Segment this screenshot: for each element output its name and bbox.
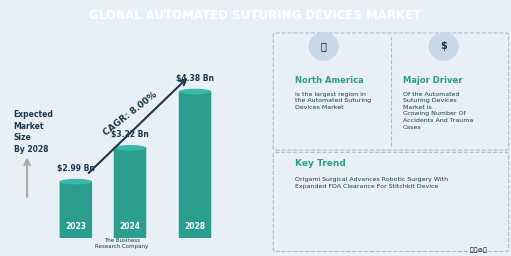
Text: Key Trend: Key Trend [295,159,345,168]
Text: CAGR: 8.00%: CAGR: 8.00% [101,90,158,138]
Text: 2024: 2024 [120,222,141,231]
Text: $: $ [440,41,447,51]
Text: 🌎: 🌎 [321,41,327,51]
Ellipse shape [114,145,146,151]
Text: Expected
Market
Size
By 2028: Expected Market Size By 2028 [14,110,54,154]
Text: $3.22 Bn: $3.22 Bn [111,130,149,139]
Text: 2023: 2023 [65,222,86,231]
Ellipse shape [179,89,211,94]
Text: Major Driver: Major Driver [403,76,462,85]
Circle shape [429,33,458,60]
Text: 2028: 2028 [184,222,205,231]
Circle shape [309,33,338,60]
FancyBboxPatch shape [60,182,92,238]
FancyBboxPatch shape [114,148,146,238]
FancyBboxPatch shape [179,92,211,238]
Text: is the largest region in
the Automated Suturing
Devices Market: is the largest region in the Automated S… [295,92,371,110]
Text: The Business
Research Company: The Business Research Company [95,238,149,249]
Text: 🔵🔗⚙️🔴: 🔵🔗⚙️🔴 [470,247,487,253]
Text: Of the Automated
Suturing Devices
Market is
Growing Number Of
Accidents And Trau: Of the Automated Suturing Devices Market… [403,92,473,130]
Text: $2.99 Bn: $2.99 Bn [57,164,95,173]
Text: GLOBAL AUTOMATED SUTURING DEVICES MARKET: GLOBAL AUTOMATED SUTURING DEVICES MARKET [89,9,422,22]
Text: North America: North America [295,76,364,85]
Text: Origami Surgical Advances Robotic Surgery With
Expanded FDA Clearance For Stitch: Origami Surgical Advances Robotic Surger… [295,177,448,189]
Ellipse shape [60,179,92,185]
Text: $4.38 Bn: $4.38 Bn [176,73,214,82]
